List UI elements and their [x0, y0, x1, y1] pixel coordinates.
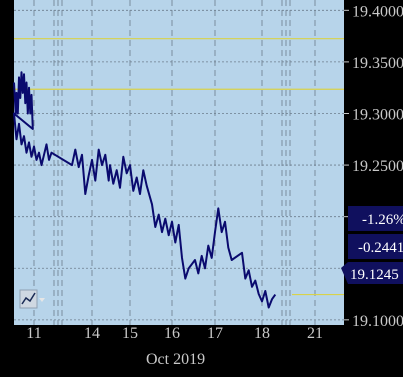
y-tick-label: 19.3000	[352, 106, 403, 123]
y-tick-label: 19.1000	[352, 313, 403, 330]
price-series-line	[13, 71, 277, 309]
x-tick-label: 11	[26, 325, 41, 342]
x-axis-month-label: Oct 2019	[146, 351, 205, 368]
pct-change-flag: -1.26%	[348, 206, 403, 231]
line-chart-icon	[19, 289, 38, 309]
last-price-flag: 19.1245	[341, 262, 403, 284]
y-tick-label: 19.2500	[352, 158, 403, 175]
abs-change-flag: -0.2441	[348, 234, 403, 259]
chevron-down-icon	[39, 298, 45, 302]
x-tick-label: 14	[84, 325, 100, 342]
x-axis: 11 14 15 16 17 18 21	[26, 325, 323, 342]
abs-change-label: -0.2441	[358, 240, 403, 256]
x-tick-label: 21	[307, 325, 323, 342]
grid-lines	[14, 0, 344, 325]
y-tick-label: 19.3500	[352, 55, 403, 72]
x-tick-label: 17	[207, 325, 223, 342]
pct-change-label: -1.26%	[362, 212, 403, 228]
x-tick-label: 15	[122, 325, 138, 342]
chart-type-selector[interactable]	[19, 288, 47, 312]
last-price-label: 19.1245	[350, 267, 399, 283]
y-tick-label: 19.4000	[352, 3, 403, 20]
x-tick-label: 18	[254, 325, 270, 342]
x-tick-label: 16	[164, 325, 180, 342]
plot-background	[14, 0, 344, 325]
reference-lines	[14, 38, 344, 296]
